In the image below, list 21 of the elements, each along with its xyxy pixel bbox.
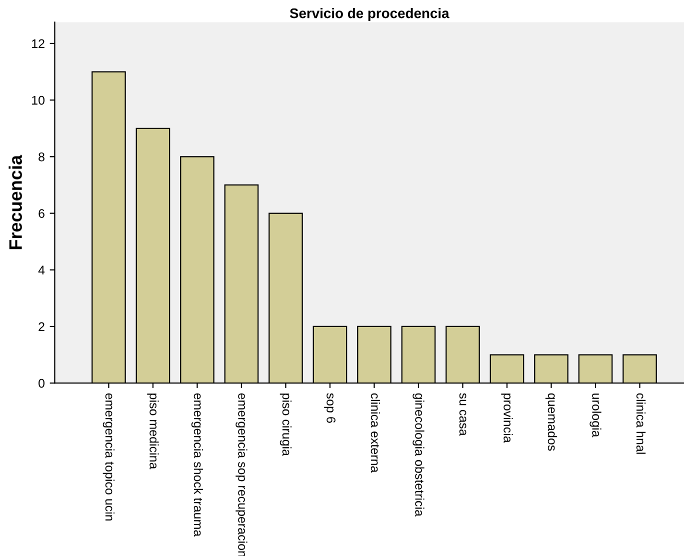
y-tick-label: 6 — [38, 209, 44, 218]
x-tick-label: provincia — [501, 394, 513, 443]
x-tick-label: clinica hnal — [636, 393, 646, 454]
y-axis-title: Frecuencia — [8, 154, 22, 250]
x-tick-label: su casa — [459, 393, 466, 436]
x-tick-label: emergencia topico ucin — [102, 393, 115, 521]
y-tick-label: 8 — [38, 152, 44, 162]
y-tick-label: 12 — [32, 39, 44, 48]
x-tick-label: emergencia shock trauma — [191, 393, 204, 537]
y-tick-label: 0 — [38, 378, 45, 388]
chart-title: Servicio de procedencia — [290, 8, 450, 21]
y-tick-label: 2 — [38, 322, 44, 332]
y-tick-label: 4 — [38, 266, 45, 274]
x-tick-label: sop 6 — [324, 393, 336, 423]
x-tick-label: quemados — [545, 393, 558, 451]
x-tick-label: ginecologia obstetricia — [412, 393, 424, 516]
x-tick-label: piso cirugia — [280, 394, 292, 456]
y-tick-label: 10 — [32, 96, 45, 105]
x-tick-label: piso medicina — [147, 394, 159, 470]
x-tick-label: urologia — [590, 394, 602, 438]
x-tick-label: clinica externa — [370, 393, 380, 473]
